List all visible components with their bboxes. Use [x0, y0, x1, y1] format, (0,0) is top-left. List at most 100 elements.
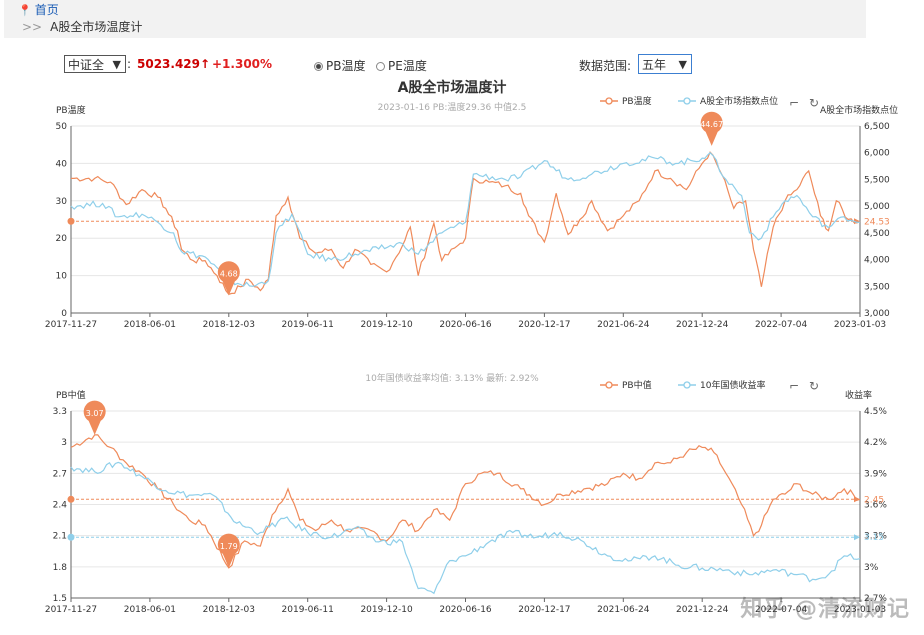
legend-label: PB温度	[622, 95, 652, 107]
x-tick-label: 2022-07-04	[755, 320, 808, 330]
chevron-down-icon: ▼	[112, 58, 121, 71]
y-tick-label-left: 40	[56, 159, 68, 169]
pb-temperature-chart: A股全市场温度计 2023-01-16 PB:温度29.36 中值2.5 PB温…	[45, 79, 898, 330]
y-tick-label-right: 4.5%	[864, 407, 887, 417]
y-tick-label-right: 5,000	[864, 202, 890, 212]
pin-marker-icon	[217, 261, 240, 296]
x-tick-label: 2022-07-04	[755, 605, 808, 615]
x-tick-label: 2017-11-27	[45, 320, 97, 330]
y-tick-label-left: 1.5	[53, 594, 67, 604]
x-tick-label: 2023-01-03	[834, 605, 886, 615]
legend[interactable]: PB温度 A股全市场指数点位	[600, 95, 778, 107]
y-tick-label-right: 3.3%	[864, 532, 887, 542]
y-tick-label-right: 6,500	[864, 122, 890, 132]
x-tick-label: 2021-12-24	[676, 320, 729, 330]
y-tick-label-right: 4,000	[864, 256, 890, 266]
home-label[interactable]: 首页	[34, 3, 59, 17]
y-tick-label-right: 5,500	[864, 175, 890, 185]
toolbox[interactable]: ⌐ ↻	[789, 379, 819, 393]
value-pin: 1.79	[217, 533, 240, 568]
toolbox[interactable]: ⌐ ↻	[789, 96, 819, 110]
chevron-down-icon: ▼	[678, 58, 687, 71]
watermark: 知乎 @清流财记	[740, 597, 910, 622]
y-tick-label-left: 10	[56, 272, 68, 282]
plot-area: 1.5 1.8 2.1 2.4 2.7 3 3.3 2.7% 3% 3.3% 3.6% 3.9% 4.2…	[45, 400, 887, 615]
x-tick-label: 2017-11-27	[45, 605, 97, 615]
x-tick-label: 2019-12-10	[360, 320, 413, 330]
zoom-icon[interactable]: ⌐	[789, 379, 799, 393]
y-axis-label-left: PB温度	[56, 104, 86, 116]
pin-label: 44.67	[700, 120, 723, 129]
x-tick-label: 2021-06-24	[597, 320, 650, 330]
reference-line-label: 3.15	[864, 533, 884, 543]
legend-item[interactable]: 10年国债收益率	[678, 379, 765, 391]
pb-median-chart: 10年国债收益率均值: 3.13% 最新: 2.92% PB中值 收益率 PB中…	[45, 372, 887, 615]
colon-label: :	[127, 57, 132, 71]
index-change: +1.300%	[212, 57, 273, 71]
y-tick-label-right: 3%	[864, 563, 879, 573]
reference-start-dot	[67, 495, 75, 503]
reference-line-label: 2.45	[864, 495, 884, 505]
x-tick-label: 2020-06-16	[439, 320, 492, 330]
restore-icon[interactable]: ↻	[809, 96, 819, 110]
y-tick-label-right: 4,500	[864, 229, 890, 239]
legend-circle-icon	[605, 97, 613, 105]
value-pin: 3.07	[83, 400, 106, 435]
x-tick-label: 2020-12-17	[518, 320, 570, 330]
series-line	[70, 434, 861, 569]
range-label: 数据范围:	[579, 59, 632, 73]
y-axis-label-left: PB中值	[56, 389, 86, 401]
y-tick-label-left: 2.4	[53, 501, 68, 511]
x-tick-label: 2019-06-11	[282, 320, 334, 330]
range-select[interactable]: 五年 ▼	[638, 54, 692, 74]
x-tick-label: 2021-12-24	[676, 605, 729, 615]
x-tick-label: 2021-06-24	[597, 605, 650, 615]
plot-area: 0 10 20 30 40 50 3,000 3,500 4,000 4,500 5,000 5,50…	[45, 111, 890, 330]
index-select-value: 中证全	[68, 58, 105, 72]
y-tick-label-right: 4.2%	[864, 438, 887, 448]
legend-item[interactable]: PB中值	[600, 379, 652, 391]
y-tick-label-right: 2.7%	[864, 594, 887, 604]
legend[interactable]: PB中值 10年国债收益率	[600, 379, 765, 391]
index-select[interactable]: 中证全 ▼	[64, 55, 126, 73]
restore-icon[interactable]: ↻	[809, 379, 819, 393]
chart-subtitle: 2023-01-16 PB:温度29.36 中值2.5	[378, 101, 527, 113]
y-tick-label-left: 20	[56, 234, 68, 244]
radio-pb[interactable]: PB温度	[314, 57, 365, 74]
legend-circle-icon	[683, 97, 691, 105]
y-tick-label-right: 3,000	[864, 309, 890, 319]
value-pin: 44.67	[700, 111, 723, 146]
pin-marker-icon	[217, 533, 240, 568]
legend-circle-icon	[605, 381, 613, 389]
series-line	[70, 151, 861, 287]
legend-item[interactable]: A股全市场指数点位	[678, 95, 778, 107]
y-tick-label-left: 50	[56, 122, 68, 132]
y-axis-label-right: A股全市场指数点位	[820, 104, 898, 116]
legend-circle-icon	[683, 381, 691, 389]
y-tick-label-left: 3	[61, 438, 67, 448]
radio-checked-icon[interactable]	[314, 62, 323, 71]
y-tick-label-right: 3.9%	[864, 469, 887, 479]
y-tick-label-left: 30	[56, 197, 68, 207]
y-tick-label-right: 3.6%	[864, 501, 887, 511]
y-tick-label-left: 1.8	[53, 563, 68, 573]
chart-title: A股全市场温度计	[398, 79, 507, 96]
breadcrumb: 📍 首页 >> A股全市场温度计	[4, 0, 866, 38]
radio-pe[interactable]: PE温度	[376, 57, 427, 74]
series-line	[70, 461, 861, 595]
reference-start-dot	[67, 533, 75, 541]
breadcrumb-current: >> A股全市场温度计	[22, 18, 142, 35]
breadcrumb-home-link[interactable]: 📍 首页	[18, 1, 59, 18]
zoom-icon[interactable]: ⌐	[789, 96, 799, 110]
legend-label: A股全市场指数点位	[700, 95, 778, 107]
radio-unchecked-icon[interactable]	[376, 62, 385, 71]
legend-label: 10年国债收益率	[700, 379, 765, 391]
series-line	[71, 151, 861, 295]
location-pin-icon: 📍	[18, 4, 32, 17]
legend-item[interactable]: PB温度	[600, 95, 652, 107]
x-tick-label: 2018-06-01	[124, 320, 176, 330]
reference-arrow-icon	[854, 534, 860, 541]
value-pin: 4.68	[217, 261, 240, 296]
legend-label: PB中值	[622, 379, 652, 391]
y-tick-label-right: 6,000	[864, 149, 890, 159]
